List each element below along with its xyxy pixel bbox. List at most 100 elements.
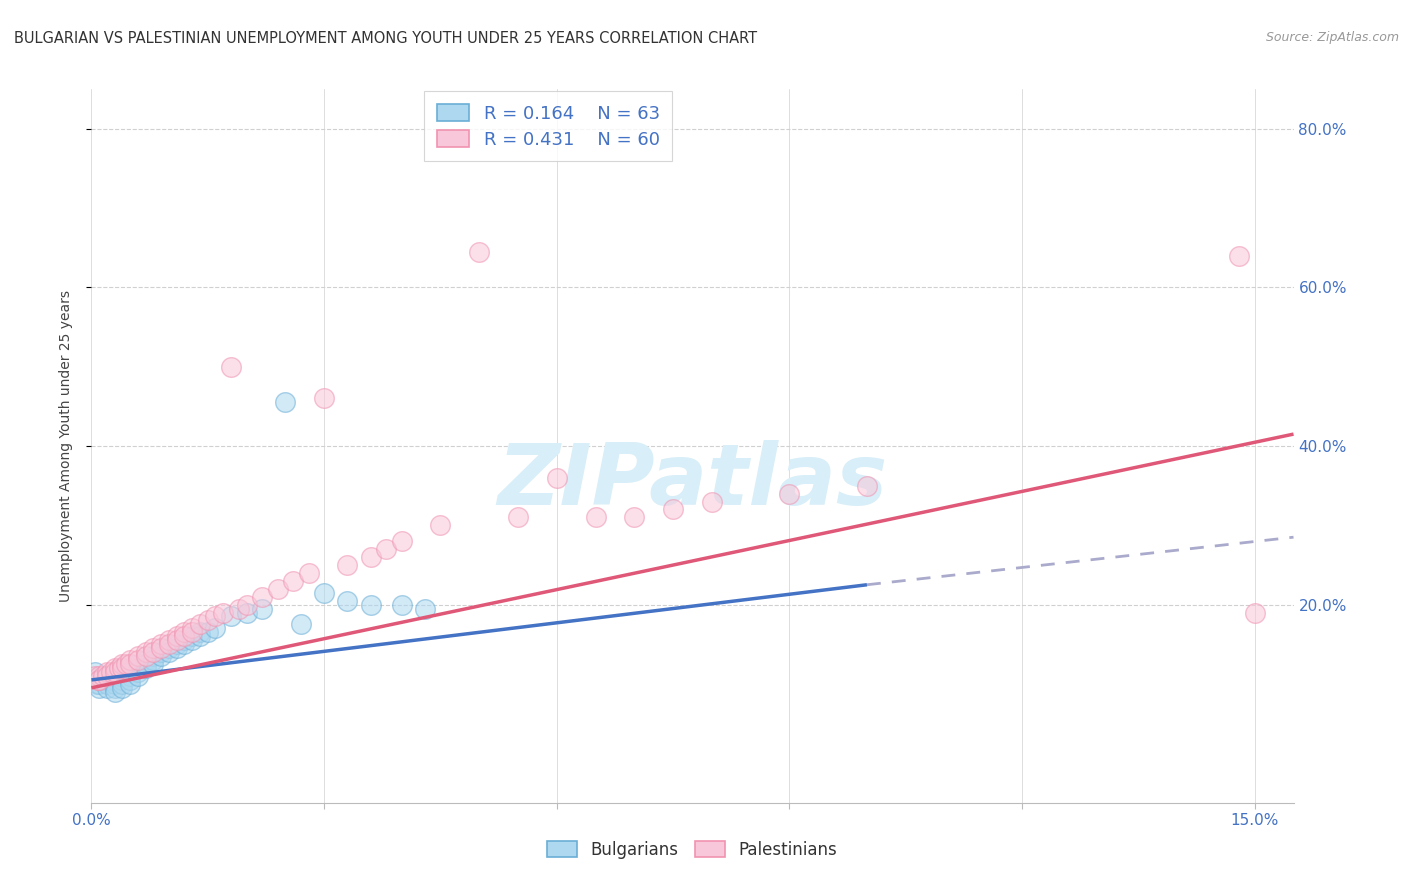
Point bbox=[150, 649, 173, 664]
Text: Source: ZipAtlas.com: Source: ZipAtlas.com bbox=[1265, 31, 1399, 45]
Point bbox=[585, 510, 607, 524]
Point bbox=[662, 502, 685, 516]
Point bbox=[142, 653, 165, 667]
Point bbox=[188, 617, 211, 632]
Point bbox=[360, 549, 382, 564]
Point bbox=[142, 657, 165, 671]
Point bbox=[181, 633, 204, 648]
Point bbox=[157, 637, 180, 651]
Point bbox=[107, 661, 129, 675]
Point bbox=[120, 653, 142, 667]
Legend: Bulgarians, Palestinians: Bulgarians, Palestinians bbox=[541, 835, 844, 866]
Point bbox=[266, 582, 288, 596]
Point bbox=[312, 392, 335, 406]
Point bbox=[188, 629, 211, 643]
Point bbox=[157, 633, 180, 648]
Point bbox=[157, 645, 180, 659]
Point bbox=[104, 681, 127, 695]
Point bbox=[212, 606, 235, 620]
Point bbox=[157, 641, 180, 656]
Point bbox=[89, 677, 111, 691]
Point bbox=[89, 669, 111, 683]
Point bbox=[166, 641, 188, 656]
Point bbox=[360, 598, 382, 612]
Point bbox=[120, 665, 142, 679]
Point bbox=[135, 653, 157, 667]
Point bbox=[219, 609, 242, 624]
Point bbox=[413, 601, 436, 615]
Point bbox=[127, 661, 149, 675]
Point bbox=[181, 625, 204, 640]
Point bbox=[91, 673, 114, 687]
Point bbox=[506, 510, 529, 524]
Point bbox=[89, 673, 111, 687]
Point bbox=[250, 590, 273, 604]
Point bbox=[468, 244, 491, 259]
Point bbox=[100, 673, 122, 687]
Point bbox=[127, 669, 149, 683]
Point bbox=[104, 665, 127, 679]
Point bbox=[84, 665, 107, 679]
Point bbox=[96, 669, 118, 683]
Point bbox=[281, 574, 304, 588]
Point bbox=[204, 621, 226, 635]
Point bbox=[150, 641, 173, 656]
Point bbox=[375, 542, 398, 557]
Point bbox=[111, 673, 134, 687]
Point bbox=[1227, 249, 1250, 263]
Point bbox=[778, 486, 800, 500]
Text: ZIPatlas: ZIPatlas bbox=[498, 440, 887, 524]
Point bbox=[86, 673, 108, 687]
Point bbox=[235, 598, 257, 612]
Point bbox=[89, 681, 111, 695]
Y-axis label: Unemployment Among Youth under 25 years: Unemployment Among Youth under 25 years bbox=[59, 290, 73, 602]
Point bbox=[96, 677, 118, 691]
Point bbox=[181, 629, 204, 643]
Point bbox=[111, 669, 134, 683]
Point bbox=[197, 625, 219, 640]
Point bbox=[111, 661, 134, 675]
Point bbox=[104, 677, 127, 691]
Point bbox=[150, 637, 173, 651]
Point bbox=[150, 645, 173, 659]
Point bbox=[120, 661, 142, 675]
Point bbox=[173, 633, 195, 648]
Point bbox=[115, 665, 138, 679]
Point bbox=[96, 665, 118, 679]
Point bbox=[173, 637, 195, 651]
Point bbox=[127, 653, 149, 667]
Point bbox=[135, 645, 157, 659]
Point bbox=[142, 641, 165, 656]
Point bbox=[115, 657, 138, 671]
Point bbox=[166, 637, 188, 651]
Point bbox=[111, 657, 134, 671]
Point bbox=[188, 625, 211, 640]
Point bbox=[142, 649, 165, 664]
Point bbox=[166, 633, 188, 648]
Point bbox=[623, 510, 645, 524]
Point bbox=[104, 673, 127, 687]
Point bbox=[135, 649, 157, 664]
Point bbox=[197, 614, 219, 628]
Point bbox=[127, 657, 149, 671]
Point bbox=[274, 395, 297, 409]
Point bbox=[166, 629, 188, 643]
Point bbox=[336, 558, 359, 572]
Point bbox=[111, 681, 134, 695]
Point bbox=[856, 478, 879, 492]
Point bbox=[181, 621, 204, 635]
Point bbox=[96, 681, 118, 695]
Point bbox=[84, 669, 107, 683]
Point bbox=[120, 673, 142, 687]
Point bbox=[104, 661, 127, 675]
Point bbox=[250, 601, 273, 615]
Point bbox=[111, 665, 134, 679]
Point bbox=[546, 471, 568, 485]
Point bbox=[96, 673, 118, 687]
Point bbox=[235, 606, 257, 620]
Point bbox=[429, 518, 451, 533]
Point bbox=[104, 669, 127, 683]
Point bbox=[204, 609, 226, 624]
Point bbox=[290, 617, 312, 632]
Point bbox=[1243, 606, 1265, 620]
